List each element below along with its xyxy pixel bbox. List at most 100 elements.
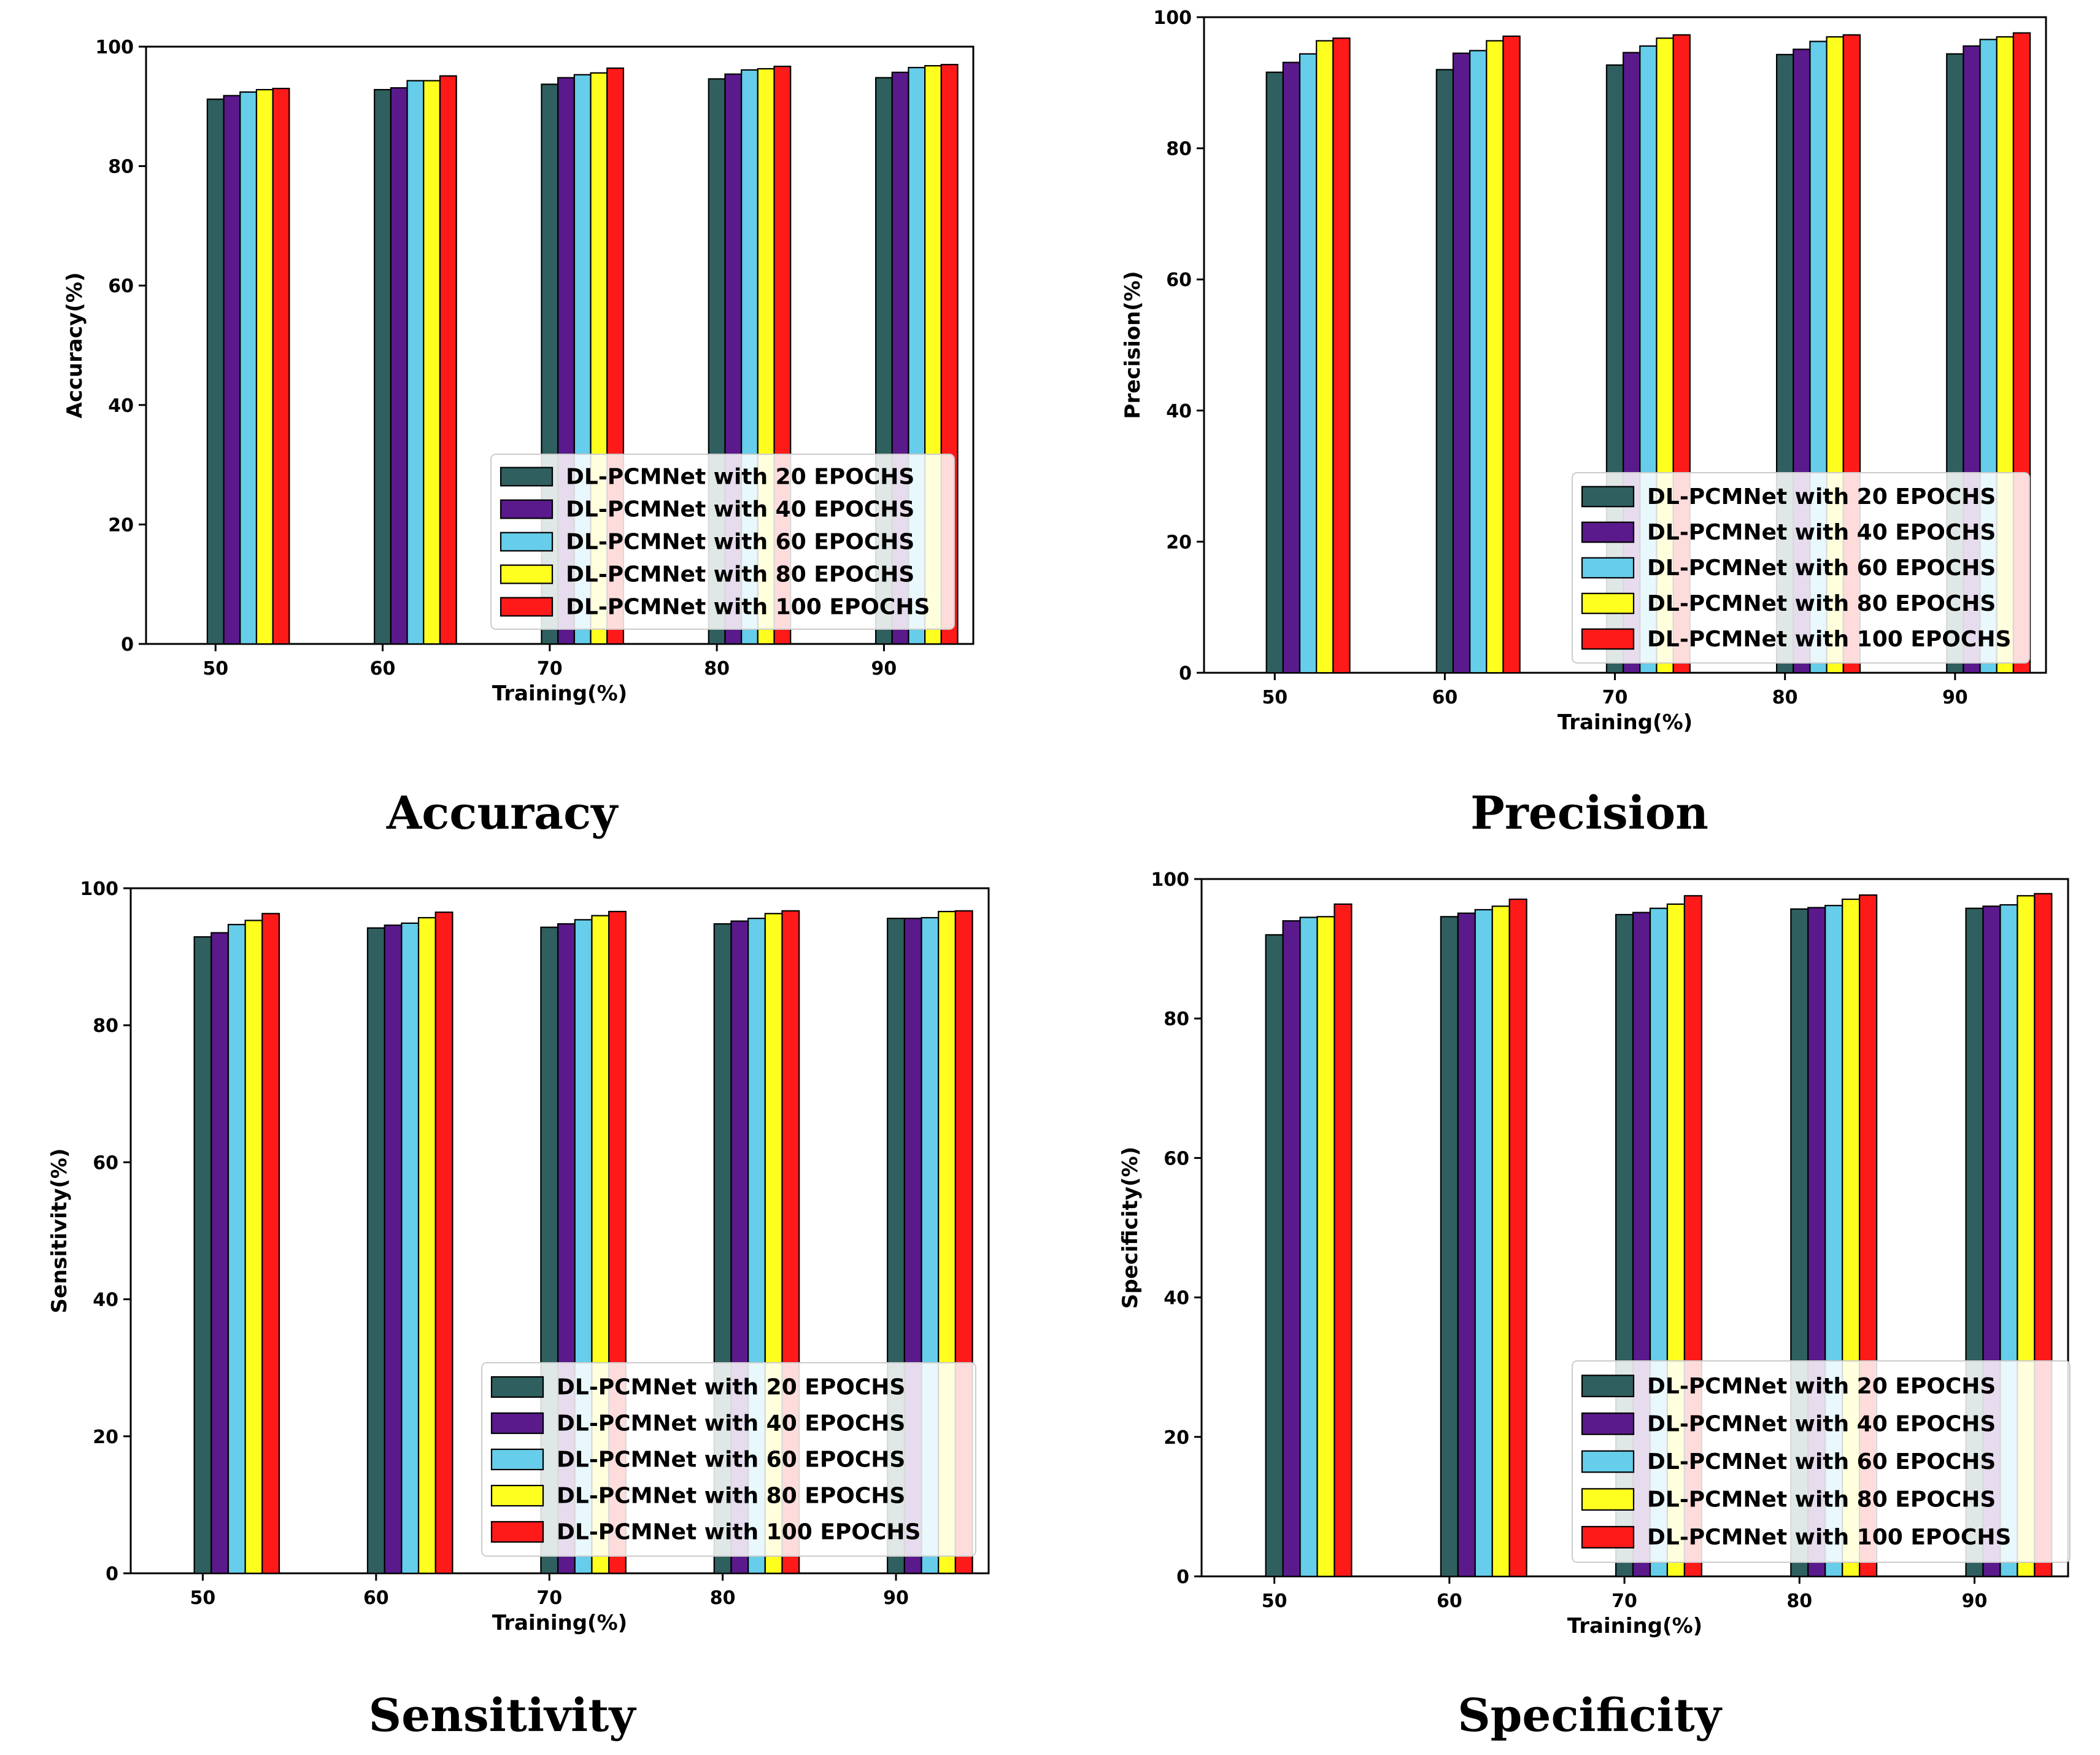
bar (401, 922, 420, 1575)
bar (1452, 52, 1471, 674)
bar (1334, 903, 1353, 1578)
legend-label: DL-PCMNet with 80 EPOCHS (557, 1484, 905, 1509)
bar (1469, 50, 1488, 674)
legend-swatch (1581, 592, 1635, 614)
y-tick-label: 100 (80, 878, 118, 900)
y-tick-label: 40 (1166, 401, 1192, 422)
bar (1265, 934, 1284, 1578)
x-tick-label: 60 (1432, 687, 1458, 708)
y-tick-label: 80 (93, 1015, 118, 1037)
bar (1435, 69, 1454, 674)
bar (272, 88, 290, 645)
x-tick-label: 70 (536, 1587, 562, 1609)
y-tick-label: 20 (108, 514, 134, 536)
caption-precision: Precision (1470, 787, 1708, 840)
y-tick-label: 60 (108, 276, 134, 297)
y-tick-label: 60 (1166, 269, 1192, 291)
caption-accuracy: Accuracy (386, 787, 619, 840)
sensitivity-chart: 0 20 40 60 80 100 50 60 70 80 90 Training(%) Sensiti… (47, 878, 990, 1635)
bar (206, 98, 225, 645)
y-tick-label: 0 (106, 1563, 118, 1585)
legend-swatch (1581, 486, 1635, 508)
bar (1299, 916, 1318, 1578)
legend-box (1572, 472, 2030, 664)
y-tick-label: 100 (1153, 7, 1192, 29)
x-axis-label: Training(%) (1567, 1614, 1702, 1638)
legend-swatch (500, 564, 554, 584)
legend-label: DL-PCMNet with 60 EPOCHS (566, 530, 914, 555)
legend-swatch (1581, 1525, 1635, 1549)
x-tick-label: 50 (1262, 687, 1287, 708)
bar (255, 88, 274, 645)
y-tick-label: 100 (95, 37, 134, 58)
bar (434, 911, 454, 1575)
legend-label: DL-PCMNet with 80 EPOCHS (1647, 1487, 1996, 1513)
bar (261, 913, 280, 1575)
legend-swatch (1581, 1450, 1635, 1473)
x-tick-label: 50 (203, 658, 228, 680)
y-tick-label: 60 (93, 1152, 118, 1174)
y-tick-label: 80 (1164, 1009, 1189, 1030)
x-tick-label: 90 (1962, 1590, 1988, 1612)
legend-label: DL-PCMNet with 40 EPOCHS (1647, 520, 1996, 545)
y-tick-label: 40 (108, 395, 134, 417)
x-tick-label: 60 (363, 1587, 389, 1609)
legend-label: DL-PCMNet with 100 EPOCHS (566, 595, 930, 620)
legend-box (481, 1362, 976, 1557)
legend-label: DL-PCMNet with 100 EPOCHS (1647, 627, 2011, 652)
bar (439, 75, 457, 645)
accuracy-chart: 0 20 40 60 80 100 50 60 70 80 90 Training(%) Accurac… (63, 37, 975, 706)
legend-box (1572, 1360, 2071, 1563)
x-tick-label: 80 (1772, 687, 1798, 708)
bar (1502, 35, 1521, 674)
y-tick-label: 100 (1151, 869, 1189, 891)
bar (390, 87, 408, 645)
bar (366, 927, 385, 1575)
bar (1299, 53, 1318, 674)
caption-specificity: Specificity (1457, 1689, 1723, 1742)
bar (239, 91, 258, 645)
bar (1282, 920, 1301, 1578)
legend-box (490, 454, 955, 630)
bar (1282, 61, 1301, 674)
bar (423, 80, 441, 645)
bar (1316, 40, 1334, 674)
bar (193, 936, 212, 1575)
y-tick-label: 80 (1166, 139, 1192, 160)
bar (1440, 916, 1459, 1578)
legend: DL-PCMNet with 20 EPOCHS DL-PCMNet with 4… (1572, 472, 2030, 664)
legend-label: DL-PCMNet with 40 EPOCHS (566, 497, 914, 522)
bar (1474, 908, 1493, 1578)
bar (1265, 71, 1284, 674)
bar (223, 95, 241, 645)
y-tick-label: 40 (1164, 1288, 1189, 1309)
legend-label: DL-PCMNet with 80 EPOCHS (566, 562, 914, 587)
legend-swatch (1581, 521, 1635, 543)
legend-swatch (490, 1376, 544, 1398)
x-tick-label: 70 (537, 658, 563, 680)
x-axis-label: Training(%) (492, 1611, 627, 1635)
specificity-chart: 0 20 40 60 80 100 50 60 70 80 90 Training(%) Specifi… (1118, 869, 2071, 1638)
bar (406, 80, 425, 645)
legend-swatch (1581, 1488, 1635, 1511)
legend-swatch (500, 532, 554, 552)
bar (417, 916, 436, 1575)
y-tick-label: 20 (1166, 532, 1192, 553)
legend-label: DL-PCMNet with 20 EPOCHS (557, 1375, 905, 1400)
y-axis-label: Precision(%) (1121, 271, 1145, 419)
legend-swatch (500, 499, 554, 519)
y-tick-label: 20 (1164, 1427, 1189, 1449)
y-tick-label: 0 (121, 634, 134, 656)
y-tick-label: 0 (1176, 1567, 1189, 1588)
legend-label: DL-PCMNet with 100 EPOCHS (557, 1520, 921, 1545)
legend-label: DL-PCMNet with 20 EPOCHS (566, 465, 914, 490)
legend-label: DL-PCMNet with 20 EPOCHS (1647, 1374, 1996, 1399)
legend-label: DL-PCMNet with 40 EPOCHS (557, 1411, 905, 1436)
legend-swatch (1581, 557, 1635, 579)
legend-swatch (490, 1484, 544, 1507)
legend-label: DL-PCMNet with 60 EPOCHS (557, 1447, 905, 1473)
legend-label: DL-PCMNet with 80 EPOCHS (1647, 591, 1996, 616)
x-tick-label: 50 (190, 1587, 216, 1609)
x-tick-label: 90 (883, 1587, 909, 1609)
